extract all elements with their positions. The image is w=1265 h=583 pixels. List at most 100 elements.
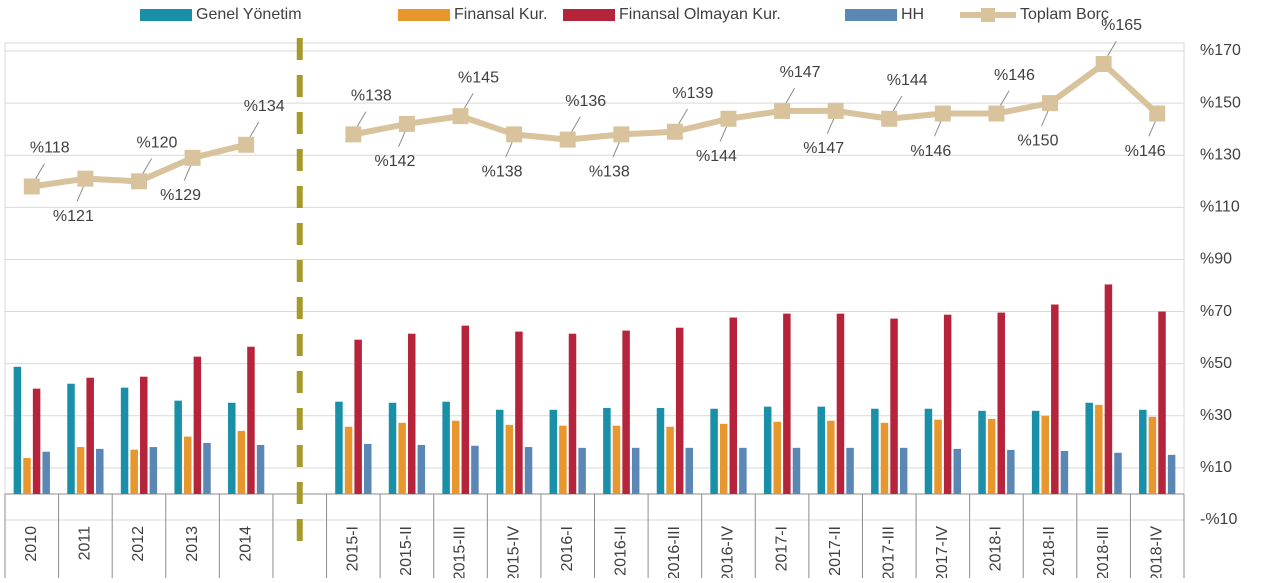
bar xyxy=(656,407,665,494)
leader-line xyxy=(398,131,406,147)
data-label: %146 xyxy=(1125,143,1166,160)
bar xyxy=(1148,416,1157,494)
bar xyxy=(1104,284,1113,494)
bar xyxy=(890,318,898,494)
bar xyxy=(871,408,879,494)
bar xyxy=(899,447,908,494)
x-tick-label: 2015-III xyxy=(452,526,469,578)
bar xyxy=(719,423,728,494)
data-label: %144 xyxy=(887,72,928,89)
leader-line xyxy=(999,90,1010,106)
x-tick-label: 2017-I xyxy=(773,526,790,571)
legend-label: Toplam Borç xyxy=(1020,6,1109,23)
bar xyxy=(783,313,791,494)
y-tick-label: %170 xyxy=(1200,42,1241,59)
data-label: %118 xyxy=(30,140,70,157)
leader-line xyxy=(571,116,581,132)
legend-label: HH xyxy=(901,6,924,23)
data-label: %147 xyxy=(803,140,844,157)
bar xyxy=(42,451,50,494)
bar xyxy=(86,377,94,494)
bar xyxy=(1158,311,1166,494)
leader-line xyxy=(892,95,903,111)
x-tick-label: 2017-II xyxy=(827,526,844,576)
x-tick-label: 2017-IV xyxy=(934,526,951,578)
bar xyxy=(924,408,933,494)
line-marker xyxy=(506,126,523,143)
legend-label: Finansal Kur. xyxy=(454,6,547,23)
bar xyxy=(13,366,22,494)
bar xyxy=(880,422,889,494)
bar xyxy=(1095,404,1103,494)
bar xyxy=(934,419,942,494)
line-marker xyxy=(77,170,94,187)
x-tick-label: 2018-III xyxy=(1095,526,1112,578)
bar xyxy=(354,339,362,494)
leader-line xyxy=(505,142,513,158)
x-tick-label: 2018-II xyxy=(1041,526,1058,576)
line-marker xyxy=(1095,56,1112,73)
bar xyxy=(603,407,611,494)
bar xyxy=(228,402,236,494)
bar xyxy=(203,442,211,494)
data-label: %136 xyxy=(565,93,606,110)
bar xyxy=(710,408,718,494)
line-marker xyxy=(184,149,201,166)
bar xyxy=(149,447,158,494)
leader-line xyxy=(933,121,942,137)
bar xyxy=(559,425,567,494)
data-label: %145 xyxy=(458,69,499,86)
data-label: %138 xyxy=(589,164,630,181)
bar xyxy=(846,447,854,494)
bar xyxy=(67,383,75,494)
leader-line xyxy=(1041,110,1049,127)
bar xyxy=(442,401,450,494)
y-tick-label: %150 xyxy=(1200,94,1241,111)
data-label: %165 xyxy=(1101,17,1142,34)
x-tick-label: 2018-I xyxy=(988,526,1005,571)
y-tick-label: -%10 xyxy=(1200,511,1237,528)
data-label: %120 xyxy=(137,134,178,151)
data-label: %142 xyxy=(374,153,415,170)
leader-line xyxy=(826,118,835,134)
leader-line xyxy=(612,142,620,158)
bar xyxy=(1051,304,1059,494)
bar xyxy=(495,409,504,494)
line-marker xyxy=(238,136,255,153)
bar xyxy=(622,330,630,494)
bar xyxy=(335,401,343,494)
bar xyxy=(23,457,31,494)
y-tick-label: %50 xyxy=(1200,355,1232,372)
bar xyxy=(120,387,129,494)
data-label: %139 xyxy=(672,85,713,102)
x-tick-label: 2010 xyxy=(23,526,40,562)
data-label: %138 xyxy=(482,164,523,181)
line-marker xyxy=(23,178,40,195)
x-tick-label: 2018-IV xyxy=(1148,526,1165,578)
x-tick-label: 2012 xyxy=(130,526,147,562)
line-marker xyxy=(988,105,1005,122)
data-label: %147 xyxy=(780,64,821,81)
bar xyxy=(943,314,952,494)
bar xyxy=(1041,415,1049,494)
bar xyxy=(773,421,782,494)
bar xyxy=(953,448,961,494)
bar xyxy=(451,420,460,494)
bar xyxy=(417,444,426,494)
line-marker xyxy=(666,123,683,140)
bar xyxy=(836,313,845,494)
bar xyxy=(184,436,192,494)
legend-swatch xyxy=(845,9,897,21)
bar xyxy=(978,410,986,494)
leader-line xyxy=(719,126,727,142)
y-tick-label: %10 xyxy=(1200,459,1232,476)
line-marker xyxy=(559,131,576,148)
y-tick-label: %130 xyxy=(1200,146,1241,163)
x-tick-label: 2016-II xyxy=(613,526,630,576)
bar xyxy=(32,388,41,494)
bar xyxy=(237,430,246,494)
leader-line xyxy=(464,93,474,109)
legend-swatch xyxy=(398,9,450,21)
line-marker xyxy=(1042,95,1059,112)
x-tick-label: 2013 xyxy=(184,526,201,562)
